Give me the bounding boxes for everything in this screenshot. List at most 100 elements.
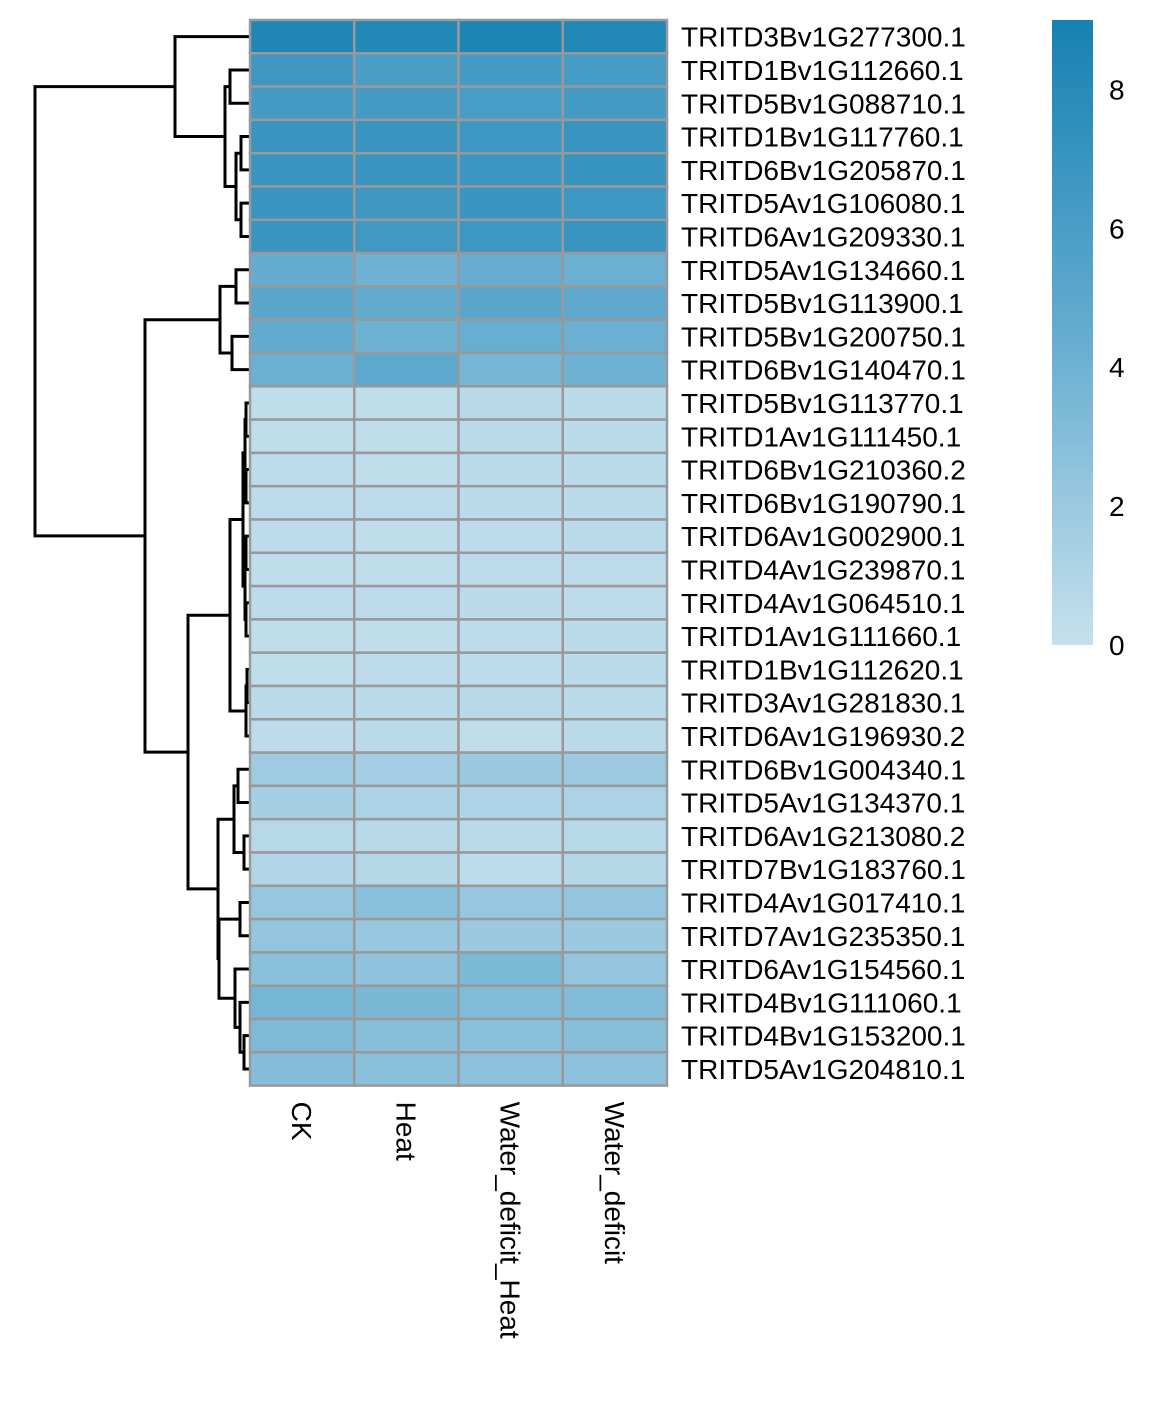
dendrogram-branch (217, 917, 240, 1000)
heatmap-cell (457, 118, 564, 155)
heatmap-cell (457, 651, 564, 688)
heatmap-cell (353, 185, 460, 222)
row-label: TRITD1Bv1G117760.1 (681, 122, 964, 153)
legend-color-bar (1052, 20, 1093, 645)
row-label: TRITD1Bv1G112620.1 (681, 654, 964, 685)
heatmap-cell (353, 385, 460, 421)
heatmap-cell (457, 185, 564, 222)
heatmap-cell (353, 917, 460, 954)
heatmap-cell (353, 751, 460, 788)
heatmap-cell (561, 251, 669, 288)
dendrogram-branch (218, 284, 236, 355)
heatmap-cell (248, 951, 356, 987)
row-label: TRITD3Bv1G277300.1 (681, 22, 966, 53)
heatmap-cell (561, 451, 669, 488)
heatmap-cell (561, 318, 669, 355)
heatmap-cell (248, 285, 356, 321)
row-label: TRITD6Bv1G004340.1 (681, 754, 966, 785)
heatmap-cell (353, 951, 460, 987)
heatmap-cell (248, 351, 356, 388)
row-label: TRITD6Av1G002900.1 (681, 521, 965, 552)
row-label: TRITD4Av1G239870.1 (681, 554, 965, 585)
heatmap-cell (457, 917, 564, 954)
row-label: TRITD1Av1G111450.1 (681, 421, 961, 452)
heatmap-cell (248, 484, 356, 521)
legend-tick-label: 6 (1109, 213, 1125, 244)
heatmap-cell (561, 418, 669, 455)
legend-tick-label: 4 (1109, 352, 1125, 383)
heatmap-cell (457, 518, 564, 555)
row-label: TRITD3Av1G281830.1 (681, 688, 965, 719)
heatmap-cell (457, 418, 564, 455)
heatmap-cell (561, 584, 669, 621)
dendrogram-branch (243, 551, 247, 621)
heatmap-cell (353, 1017, 460, 1054)
heatmap-cell (561, 884, 669, 921)
heatmap-cell (561, 385, 669, 421)
heatmap-cell (561, 851, 669, 888)
heatmap-cell (457, 1017, 564, 1054)
heatmap-cell (353, 18, 460, 55)
heatmap-cell (561, 718, 669, 754)
heatmap-cell (561, 151, 669, 188)
row-label: TRITD7Av1G235350.1 (681, 921, 965, 952)
row-label: TRITD4Av1G017410.1 (681, 887, 965, 918)
heatmap-cell (457, 584, 564, 621)
heatmap-cell (353, 518, 460, 555)
row-label: TRITD7Bv1G183760.1 (681, 854, 966, 885)
heatmap-cell (248, 385, 356, 421)
heatmap-cell (457, 851, 564, 888)
heatmap-cell (248, 251, 356, 288)
heatmap-cell (248, 718, 356, 754)
row-label: TRITD5Bv1G113770.1 (681, 388, 964, 419)
heatmap-cell (561, 52, 669, 88)
dendrogram-branch (143, 318, 220, 754)
dendrogram-branch (239, 201, 250, 238)
heatmap-cell (457, 984, 564, 1021)
heatmap-cell (561, 351, 669, 388)
heatmap-cell (561, 618, 669, 654)
heatmap-cell (457, 1051, 564, 1087)
dendrogram-branch (186, 613, 230, 891)
column-label: Water_deficit_Heat (495, 1102, 526, 1339)
heatmap-cell (248, 185, 356, 222)
heatmap-cell (561, 85, 669, 122)
heatmap-cell (248, 418, 356, 455)
heatmap-cells (248, 18, 669, 1087)
heatmap-cell (248, 151, 356, 188)
row-label: TRITD5Bv1G200750.1 (681, 321, 966, 352)
column-label: CK (286, 1102, 317, 1141)
row-label: TRITD4Bv1G153200.1 (681, 1021, 966, 1052)
heatmap-cell (248, 851, 356, 888)
heatmap-cell (561, 118, 669, 155)
heatmap-cell (561, 285, 669, 321)
dendrogram-branch (238, 900, 250, 938)
row-label: TRITD5Bv1G113900.1 (681, 288, 964, 319)
row-label: TRITD5Av1G134660.1 (681, 255, 965, 286)
heatmap-cell (248, 318, 356, 355)
row-labels: TRITD3Bv1G277300.1TRITD1Bv1G112660.1TRIT… (681, 22, 966, 1085)
heatmap-cell (353, 52, 460, 88)
heatmap-cell (457, 285, 564, 321)
heatmap-cell (248, 751, 356, 788)
heatmap-cell (248, 1017, 356, 1054)
heatmap-cell (248, 1051, 356, 1087)
row-label: TRITD6Bv1G140470.1 (681, 355, 966, 386)
dendrogram-branch (236, 767, 250, 805)
heatmap-cell (353, 151, 460, 188)
heatmap-cell (353, 851, 460, 888)
heatmap-cell (561, 185, 669, 222)
dendrogram-branch (173, 35, 250, 139)
heatmap-cell (457, 884, 564, 921)
heatmap-cell (457, 52, 564, 88)
heatmap-cell (561, 551, 669, 588)
dendrogram-branch (233, 967, 250, 1029)
row-label: TRITD6Bv1G190790.1 (681, 488, 966, 519)
heatmap-cell (457, 718, 564, 754)
heatmap-cell (457, 551, 564, 588)
heatmap-cell (457, 817, 564, 854)
heatmap-cell (353, 651, 460, 688)
heatmap-cell (353, 817, 460, 854)
row-label: TRITD6Av1G213080.2 (681, 821, 965, 852)
